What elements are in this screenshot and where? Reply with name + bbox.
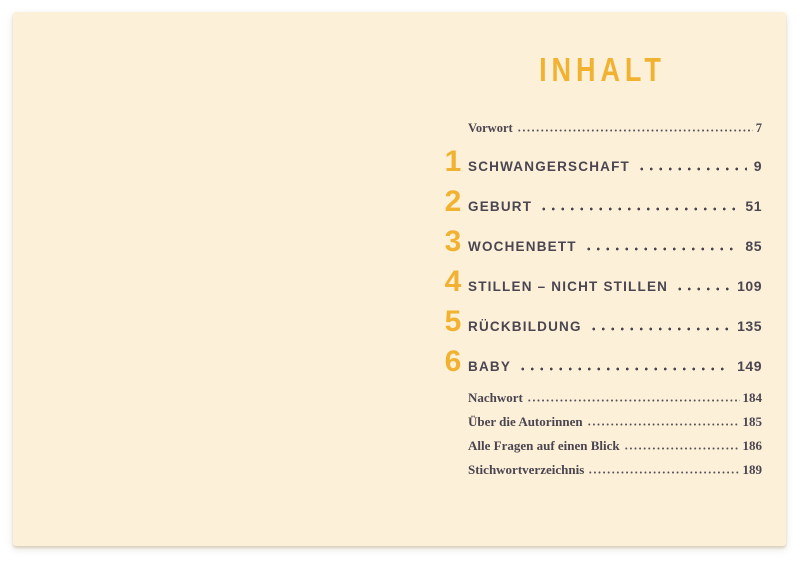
chapter-title: BABY (468, 359, 512, 374)
chapter-page-number: 135 (737, 318, 762, 334)
back-matter-label: Stichwortverzeichnis (468, 462, 585, 477)
dot-leader (518, 367, 731, 371)
back-matter-label: Nachwort (468, 390, 523, 405)
toc-back-matter-row: Alle Fragen auf einen Blick 186 (438, 438, 762, 462)
chapter-page-number: 149 (737, 358, 762, 374)
toc-front-matter-row: Vorwort 7 (438, 121, 762, 139)
dot-leader (539, 207, 739, 211)
chapter-number: 5 (444, 305, 462, 338)
back-matter-label: Alle Fragen auf einen Blick (468, 438, 620, 453)
back-matter-list: Nachwort 184 Über die Autorinnen 185 All… (438, 390, 762, 486)
chapter-number: 2 (444, 185, 462, 218)
back-matter-page-number: 189 (742, 462, 763, 477)
chapter-number: 6 (444, 345, 462, 378)
toc-back-matter-row: Nachwort 184 (438, 390, 762, 414)
toc-chapter-row: 6 BABY 149 (438, 345, 762, 385)
chapter-number: 1 (444, 145, 462, 178)
book-spread-page: INHALT Vorwort 7 1 SCHWANGERSCHAFT 9 2 G… (13, 12, 786, 546)
back-matter-page-number: 185 (742, 414, 763, 429)
chapter-title: GEBURT (468, 199, 533, 214)
dot-leader (526, 399, 740, 402)
toc-chapter-row: 2 GEBURT 51 (438, 185, 762, 225)
page-title: INHALT (539, 51, 666, 88)
chapter-number: 4 (444, 265, 462, 298)
dot-leader (583, 247, 739, 251)
dot-leader (623, 447, 740, 450)
toc-back-matter-row: Stichwortverzeichnis 189 (438, 462, 762, 486)
toc-chapter-row: 4 STILLEN – NICHT STILLEN 109 (438, 265, 762, 305)
back-matter-label: Über die Autorinnen (468, 414, 583, 429)
toc-back-matter-row: Über die Autorinnen 185 (438, 414, 762, 438)
dot-leader (516, 129, 753, 132)
chapter-title: SCHWANGERSCHAFT (468, 159, 630, 174)
chapter-page-number: 9 (753, 158, 762, 174)
back-matter-page-number: 186 (742, 438, 763, 453)
toc-chapter-row: 3 WOCHENBETT 85 (438, 225, 762, 265)
table-of-contents: INHALT Vorwort 7 1 SCHWANGERSCHAFT 9 2 G… (438, 12, 762, 486)
chapter-page-number: 85 (745, 238, 762, 254)
dot-leader (586, 423, 740, 426)
dot-leader (588, 327, 731, 331)
chapter-title: STILLEN – NICHT STILLEN (468, 279, 669, 294)
dot-leader (588, 471, 740, 474)
front-matter-label: Vorwort (468, 121, 513, 135)
toc-chapter-row: 5 RÜCKBILDUNG 135 (438, 305, 762, 345)
chapter-page-number: 51 (745, 198, 762, 214)
back-matter-page-number: 184 (742, 390, 763, 405)
dot-leader (637, 167, 747, 171)
chapter-title: RÜCKBILDUNG (468, 319, 582, 334)
toc-chapter-row: 1 SCHWANGERSCHAFT 9 (438, 145, 762, 185)
chapter-title: WOCHENBETT (468, 239, 577, 254)
dot-leader (675, 287, 731, 291)
chapter-number: 3 (444, 225, 462, 258)
chapter-page-number: 109 (737, 278, 762, 294)
chapter-list: 1 SCHWANGERSCHAFT 9 2 GEBURT 51 3 WOCHEN… (438, 145, 762, 385)
front-matter-page-number: 7 (755, 121, 762, 135)
